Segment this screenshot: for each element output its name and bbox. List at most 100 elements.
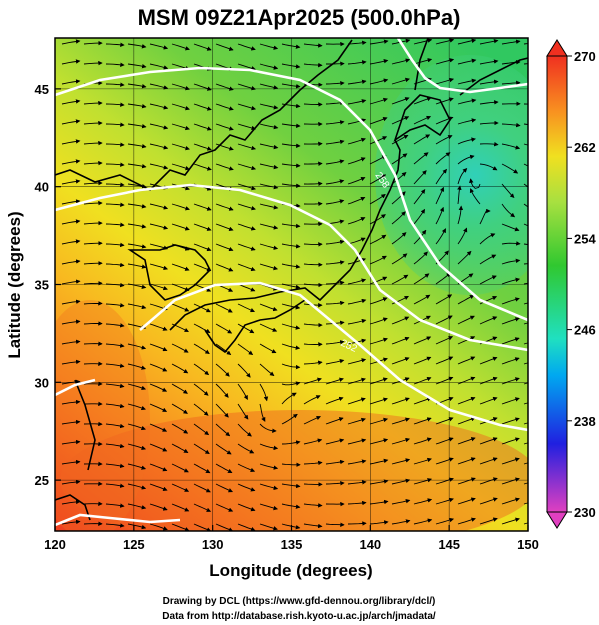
- streamline: [457, 497, 476, 505]
- streamline: [171, 223, 190, 231]
- streamline: [391, 77, 410, 85]
- streamline: [193, 383, 209, 396]
- streamline: [457, 118, 477, 125]
- streamline: [501, 377, 520, 385]
- streamline: [303, 201, 323, 207]
- streamline: [61, 259, 81, 265]
- streamline: [281, 440, 301, 445]
- streamline: [325, 459, 345, 465]
- streamline: [479, 120, 499, 126]
- streamline: [127, 523, 147, 530]
- streamline: [193, 123, 212, 131]
- streamline: [479, 356, 498, 365]
- streamline: [347, 521, 367, 526]
- streamline: [391, 97, 410, 105]
- streamline: [83, 180, 103, 186]
- streamline: [391, 191, 406, 205]
- streamline: [127, 263, 147, 269]
- streamline: [523, 442, 528, 445]
- streamline: [237, 303, 255, 313]
- streamline: [83, 40, 103, 46]
- streamline: [501, 437, 520, 445]
- streamline: [369, 499, 389, 505]
- streamline: [457, 457, 476, 465]
- streamline: [413, 478, 433, 485]
- streamline: [127, 443, 147, 450]
- streamline: [83, 240, 103, 246]
- streamline: [523, 422, 528, 425]
- streamline: [127, 83, 147, 89]
- hokkaido-coast: [393, 94, 451, 142]
- streamline: [523, 502, 528, 505]
- streamline: [457, 417, 476, 425]
- streamline: [127, 343, 147, 350]
- streamline: [83, 120, 103, 126]
- streamline: [501, 477, 520, 485]
- streamline: [237, 163, 257, 171]
- streamline: [237, 363, 251, 378]
- streamline: [193, 463, 211, 474]
- streamline: [501, 457, 520, 465]
- streamline: [457, 58, 477, 65]
- streamline: [413, 208, 426, 225]
- streamline: [303, 262, 323, 267]
- streamline: [435, 58, 455, 65]
- streamline: [215, 423, 231, 437]
- credit-data: Data from http://database.rish.kyoto-u.a…: [162, 611, 436, 622]
- streamline: [457, 356, 476, 365]
- streamline: [171, 403, 188, 414]
- streamline: [215, 223, 234, 231]
- streamline: [469, 188, 481, 205]
- streamline: [171, 203, 190, 211]
- streamline: [215, 323, 233, 334]
- streamline: [259, 303, 278, 312]
- streamline: [523, 43, 528, 45]
- streamline: [523, 203, 528, 208]
- streamline: [127, 103, 147, 109]
- streamline: [237, 343, 254, 356]
- streamline: [391, 437, 411, 445]
- streamline: [523, 382, 528, 385]
- streamline: [105, 282, 125, 288]
- streamline: [259, 363, 275, 377]
- streamline: [149, 283, 168, 291]
- streamline: [215, 523, 234, 531]
- warm-region: [60, 410, 528, 531]
- streamline: [61, 139, 81, 145]
- streamline: [435, 356, 454, 365]
- streamline: [347, 99, 367, 105]
- streamline: [281, 163, 301, 168]
- streamline: [259, 43, 279, 50]
- streamline: [281, 83, 301, 89]
- streamline: [193, 263, 212, 272]
- streamline: [479, 100, 499, 105]
- streamline: [413, 417, 432, 425]
- streamline: [237, 43, 256, 51]
- streamline: [523, 302, 528, 305]
- streamline: [105, 182, 125, 187]
- streamline: [347, 278, 367, 285]
- streamline: [457, 294, 475, 305]
- streamline: [237, 283, 256, 292]
- y-tick-label: 40: [35, 180, 49, 195]
- streamline: [413, 38, 433, 45]
- streamline: [149, 143, 169, 150]
- colorbar-tick-label: 230: [574, 505, 596, 520]
- colorbar-ticks: 270 262 254 246 238 230: [567, 49, 596, 520]
- streamline: [193, 523, 212, 531]
- streamline: [149, 343, 168, 352]
- streamline: [523, 322, 528, 325]
- streamline: [193, 163, 212, 171]
- streamline: [435, 272, 451, 285]
- streamline: [303, 460, 323, 466]
- streamline: [171, 283, 190, 292]
- streamline: [237, 443, 255, 454]
- streamline: [479, 457, 498, 465]
- streamline: [193, 443, 210, 455]
- streamline: [281, 143, 301, 148]
- streamline: [259, 243, 279, 250]
- streamline: [193, 343, 210, 355]
- streamline: [281, 363, 301, 370]
- streamline: [347, 438, 367, 445]
- streamline: [193, 303, 211, 313]
